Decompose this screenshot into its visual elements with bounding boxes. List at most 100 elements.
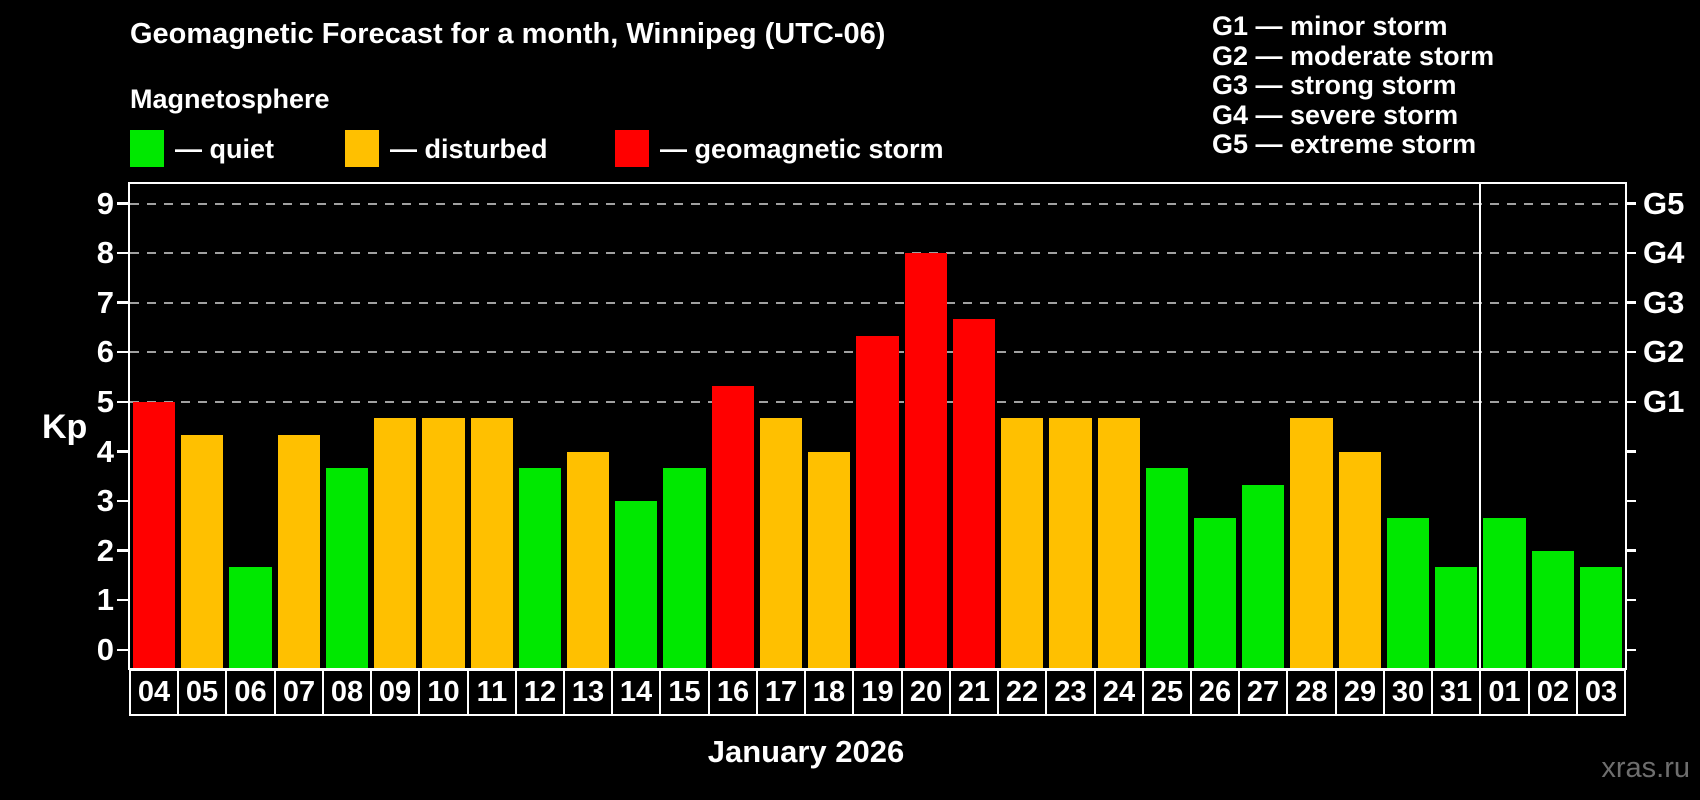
- storm-color-swatch: [615, 130, 649, 167]
- left-tick-2: [117, 549, 128, 552]
- left-tick-4: [117, 450, 128, 453]
- day-cell-10: 10: [418, 669, 469, 716]
- bar-day-31: [1435, 567, 1478, 668]
- quiet-color-swatch: [130, 130, 164, 167]
- right-axis-label-g3: G3: [1643, 284, 1685, 320]
- bar-day-28: [1290, 418, 1333, 668]
- left-tick-0: [117, 648, 128, 651]
- right-axis-label-g2: G2: [1643, 334, 1685, 370]
- day-cell-16: 16: [708, 669, 758, 716]
- y-tick-label-5: 5: [96, 384, 114, 419]
- bar-day-27: [1242, 484, 1285, 668]
- right-tick-7: [1625, 301, 1636, 304]
- bar-day-08: [325, 467, 369, 668]
- day-cell-07: 07: [274, 669, 324, 716]
- bar-day-12: [518, 467, 562, 668]
- bar-day-29: [1338, 451, 1381, 668]
- g-legend-line-g1: G1 — minor storm: [1212, 11, 1448, 41]
- bar-day-22: [1001, 418, 1044, 668]
- right-tick-0: [1625, 648, 1636, 651]
- legend-label-storm: — geomagnetic storm: [660, 134, 944, 164]
- day-cell-06: 06: [225, 669, 276, 716]
- gridline-kp-8: [130, 252, 1625, 255]
- bar-day-16: [711, 385, 754, 668]
- bar-day-04: [133, 402, 176, 668]
- day-cell-15: 15: [659, 669, 710, 716]
- legend-label-quiet: — quiet: [175, 134, 274, 164]
- day-cell-04: 04: [129, 669, 179, 716]
- day-cell-13: 13: [563, 669, 613, 716]
- legend-item-quiet: — quiet: [130, 130, 350, 168]
- bar-day-15: [663, 467, 706, 668]
- legend-label-disturbed: — disturbed: [390, 134, 548, 164]
- bar-day-01: [1483, 517, 1526, 668]
- day-cell-30: 30: [1383, 669, 1433, 716]
- y-axis-title: Kp: [42, 408, 88, 446]
- right-axis-label-g4: G4: [1643, 235, 1685, 271]
- left-tick-5: [117, 400, 128, 403]
- y-tick-label-7: 7: [96, 284, 114, 320]
- bar-day-11: [470, 418, 513, 668]
- bar-day-19: [856, 336, 899, 668]
- left-tick-3: [117, 499, 128, 503]
- day-cell-18: 18: [804, 669, 854, 716]
- right-tick-6: [1625, 350, 1636, 354]
- x-axis-title: January 2026: [707, 734, 905, 769]
- right-tick-2: [1625, 549, 1636, 552]
- bar-day-30: [1386, 517, 1430, 668]
- day-cell-21: 21: [949, 669, 999, 716]
- day-cell-08: 08: [322, 669, 372, 716]
- right-tick-5: [1625, 400, 1636, 403]
- bar-day-06: [229, 567, 272, 668]
- day-cell-24: 24: [1094, 669, 1144, 716]
- gridline-kp-7: [130, 301, 1625, 304]
- gridline-kp-9: [130, 202, 1625, 205]
- legend-item-storm: — geomagnetic storm: [615, 130, 944, 168]
- g-legend-line-g2: G2 — moderate storm: [1212, 40, 1495, 71]
- bar-day-13: [567, 451, 610, 668]
- right-axis-label-g5: G5: [1643, 185, 1685, 221]
- g-legend-line-g4: G4 — severe storm: [1212, 99, 1459, 130]
- y-tick-label-3: 3: [96, 483, 114, 519]
- day-cell-22: 22: [997, 669, 1047, 716]
- left-tick-9: [117, 202, 128, 205]
- left-tick-7: [117, 301, 128, 304]
- day-cell-03: 03: [1576, 669, 1626, 716]
- watermark: xras.ru: [1601, 752, 1690, 784]
- y-tick-label-8: 8: [96, 235, 114, 271]
- right-tick-9: [1625, 202, 1636, 205]
- day-cell-09: 09: [370, 669, 420, 716]
- day-cell-23: 23: [1045, 669, 1096, 716]
- right-tick-1: [1625, 598, 1636, 602]
- bar-day-20: [904, 253, 947, 668]
- right-tick-8: [1625, 251, 1636, 255]
- y-tick-label-9: 9: [96, 185, 114, 221]
- day-cell-26: 26: [1190, 669, 1240, 716]
- day-cell-31: 31: [1431, 669, 1481, 716]
- month-separator-line: [1478, 184, 1482, 668]
- bar-day-05: [181, 435, 224, 668]
- y-tick-label-2: 2: [96, 532, 114, 568]
- day-cell-02: 02: [1528, 669, 1578, 716]
- day-cell-25: 25: [1142, 669, 1192, 716]
- day-cell-20: 20: [901, 669, 951, 716]
- right-tick-4: [1625, 450, 1636, 453]
- chart-title: Geomagnetic Forecast for a month, Winnip…: [130, 18, 886, 50]
- bar-day-17: [759, 418, 803, 668]
- g-legend-line-g3: G3 — strong storm: [1212, 70, 1457, 100]
- day-cell-14: 14: [611, 669, 661, 716]
- y-tick-label-4: 4: [96, 433, 114, 469]
- disturbed-color-swatch: [345, 130, 379, 167]
- day-cell-11: 11: [467, 669, 517, 716]
- bar-day-07: [277, 435, 320, 668]
- g-scale-legend: G1 — minor storm G2 — moderate storm G3 …: [1212, 11, 1495, 160]
- day-cell-28: 28: [1286, 669, 1337, 716]
- plot-area: [128, 182, 1627, 670]
- left-tick-6: [117, 350, 128, 354]
- bar-day-21: [952, 319, 996, 668]
- bar-day-03: [1579, 567, 1622, 668]
- left-tick-1: [117, 598, 128, 602]
- y-tick-label-0: 0: [96, 632, 114, 667]
- day-cell-05: 05: [177, 669, 227, 716]
